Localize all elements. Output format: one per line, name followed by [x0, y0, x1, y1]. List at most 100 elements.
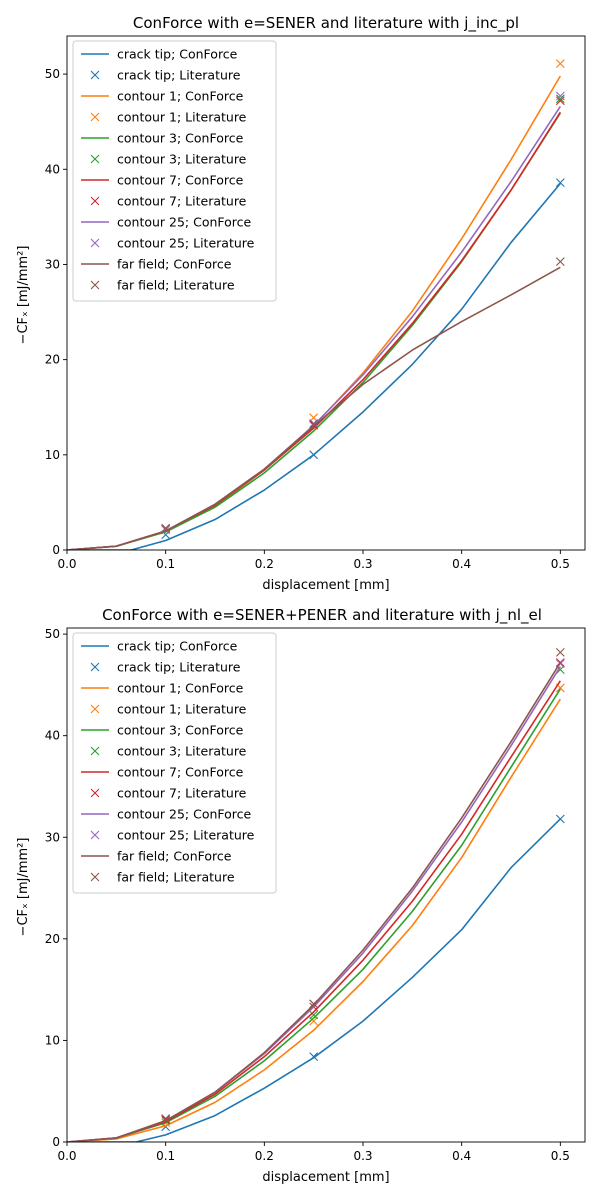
legend-label: contour 3; ConForce	[117, 723, 244, 738]
y-tick-label: 50	[45, 627, 60, 641]
series	[161, 91, 565, 534]
legend-item: contour 7; Literature	[90, 786, 247, 801]
data-point-marker	[555, 178, 565, 187]
legend-item: contour 25; ConForce	[81, 215, 252, 230]
legend-label: crack tip; Literature	[117, 68, 241, 83]
y-tick-label: 30	[45, 257, 60, 271]
legend-label: contour 7; ConForce	[117, 173, 244, 188]
legend-label: contour 7; Literature	[117, 194, 247, 209]
data-point-marker	[309, 999, 319, 1009]
legend-item: contour 7; ConForce	[81, 173, 244, 188]
legend-label: far field; Literature	[117, 870, 235, 885]
x-axis-label: displacement [mm]	[262, 578, 389, 593]
legend-item: crack tip; Literature	[90, 660, 241, 675]
x-tick-label: 0.4	[452, 1149, 471, 1163]
data-point-marker	[309, 1010, 319, 1020]
data-point-marker	[309, 419, 319, 429]
series-line	[67, 698, 562, 1142]
legend-label: contour 3; ConForce	[117, 131, 244, 146]
legend-item: contour 3; Literature	[90, 152, 247, 167]
axes-frame	[66, 627, 586, 1143]
legend-label: far field; Literature	[117, 278, 235, 293]
data-point-marker	[555, 647, 565, 657]
data-point-marker	[309, 419, 319, 428]
series-line	[67, 818, 561, 1142]
y-tick-label: 0	[52, 1135, 60, 1149]
legend-item: far field; ConForce	[81, 257, 232, 272]
legend-label: contour 1; Literature	[117, 702, 247, 717]
legend-marker-swatch	[90, 704, 100, 714]
x-tick-label: 0.3	[353, 1149, 372, 1163]
legend-frame	[72, 632, 277, 894]
series-layer	[67, 59, 565, 550]
legend-item: contour 1; ConForce	[81, 681, 244, 696]
x-tick-label: 0.1	[156, 557, 175, 571]
data-point-marker	[555, 91, 565, 101]
series	[161, 257, 565, 533]
legend-marker-swatch	[90, 154, 100, 164]
legend-label: contour 3; Literature	[117, 744, 247, 759]
legend-item: contour 3; ConForce	[81, 723, 244, 738]
chart-top: ConForce with e=SENER and literature wit…	[16, 14, 586, 593]
legend-marker-swatch	[90, 70, 100, 80]
chart-title: ConForce with e=SENER and literature wit…	[133, 14, 519, 33]
legend-label: crack tip; ConForce	[117, 639, 238, 654]
x-tick-label: 0.1	[156, 1149, 175, 1163]
legend-label: far field; ConForce	[117, 257, 232, 272]
legend-marker-swatch	[90, 196, 100, 206]
y-tick-label: 50	[45, 67, 60, 81]
y-tick-label: 40	[45, 729, 60, 743]
legend-item: crack tip; Literature	[90, 68, 241, 83]
y-tick-label: 0	[52, 543, 60, 557]
legend-marker-swatch	[90, 746, 100, 756]
legend-item: far field; Literature	[90, 278, 235, 293]
chart-bottom: ConForce with e=SENER+PENER and literatu…	[16, 606, 586, 1185]
legend-marker-swatch	[90, 872, 100, 882]
legend-item: far field; Literature	[90, 870, 235, 885]
legend: crack tip; ConForce crack tip; Literature…	[72, 632, 277, 894]
series	[161, 59, 565, 535]
x-tick-label: 0.2	[255, 557, 274, 571]
legend-label: contour 1; ConForce	[117, 89, 244, 104]
series	[67, 698, 562, 1142]
x-tick-label: 0.2	[255, 1149, 274, 1163]
x-tick-label: 0.0	[57, 557, 76, 571]
series	[161, 178, 565, 540]
data-point-marker	[555, 658, 565, 667]
series	[67, 662, 562, 1142]
legend-marker-swatch	[90, 238, 100, 248]
data-point-marker	[161, 523, 171, 533]
x-axis-label: displacement [mm]	[262, 1170, 389, 1185]
legend-label: contour 7; ConForce	[117, 765, 244, 780]
legend-marker-swatch	[90, 788, 100, 798]
x-tick-label: 0.4	[452, 557, 471, 571]
legend-label: crack tip; ConForce	[117, 47, 238, 62]
legend-marker-swatch	[90, 112, 100, 122]
plot-area: 0.0 0.1 0.2 0.3 0.4 0.5 0 10 20 30 40 50	[45, 35, 586, 571]
legend-label: crack tip; Literature	[117, 660, 241, 675]
legend-item: contour 3; Literature	[90, 744, 247, 759]
x-tick-label: 0.5	[551, 1149, 570, 1163]
legend-label: contour 25; ConForce	[117, 215, 252, 230]
legend-label: contour 25; Literature	[117, 236, 255, 251]
y-tick-label: 10	[45, 448, 60, 462]
legend-item: contour 7; ConForce	[81, 765, 244, 780]
series	[67, 818, 561, 1142]
data-point-marker	[555, 59, 565, 68]
legend-item: contour 7; Literature	[90, 194, 247, 209]
legend-label: contour 25; ConForce	[117, 807, 252, 822]
series-line	[67, 662, 562, 1142]
data-point-marker	[555, 94, 565, 104]
y-tick-label: 40	[45, 162, 60, 176]
y-axis-label: −CFₓ [mJ/mm²]	[16, 246, 31, 345]
legend-marker-swatch	[90, 280, 100, 290]
legend-item: crack tip; ConForce	[81, 639, 238, 654]
legend-label: far field; ConForce	[117, 849, 232, 864]
axes-frame	[66, 35, 586, 551]
data-point-marker	[309, 450, 319, 460]
y-tick-label: 20	[45, 353, 60, 367]
legend-marker-swatch	[90, 830, 100, 840]
legend-item: contour 25; ConForce	[81, 807, 252, 822]
legend-item: contour 1; Literature	[90, 702, 247, 717]
